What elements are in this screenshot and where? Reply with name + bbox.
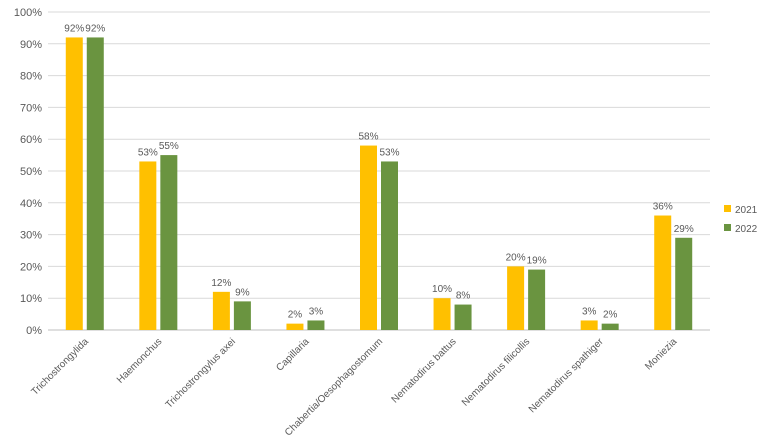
data-label: 29% [674,224,694,235]
x-axis-ticks: Trichostrongylida Haemonchus Trichostrongy… [30,336,680,439]
bar-2022-4 [307,320,325,330]
y-tick-label: 10% [20,293,42,305]
data-label: 2% [288,310,303,321]
legend: 2021 2022 [724,205,758,235]
x-tick-label: Moniezia [643,336,679,372]
data-label: 55% [159,141,179,152]
y-tick-label: 70% [20,102,42,114]
bars [65,37,693,330]
bar-2022-1 [86,37,104,330]
data-label: 2% [603,310,618,321]
y-tick-label: 0% [26,325,42,337]
gridlines [48,11,710,331]
bar-2021-7 [507,266,525,330]
bar-2021-3 [212,291,230,330]
data-label: 12% [211,278,231,289]
y-tick-label: 50% [20,166,42,178]
y-axis-ticks: 0% 10% 20% 30% 40% 50% 60% 70% 80% 90% 100% [14,7,42,337]
data-label: 58% [358,132,378,143]
legend-swatch-2022 [724,224,731,231]
bar-2021-4 [286,323,304,330]
x-tick-label: Nematodirus spathiger [527,336,606,415]
data-label: 8% [456,291,471,302]
bar-2021-1 [65,37,83,330]
data-label: 3% [309,306,324,317]
bar-2021-5 [360,145,377,330]
y-tick-label: 90% [20,39,42,51]
y-tick-label: 100% [14,7,42,19]
legend-swatch-2021 [724,205,731,212]
bar-2022-8 [601,323,619,330]
bar-2021-6 [433,298,451,330]
y-tick-label: 40% [20,198,42,210]
data-labels: 92% 92%53%55%12%9%2% 3%58%53%10%8%20% 19%3%… [64,23,694,320]
data-label: 9% [235,287,250,298]
legend-label-2021: 2021 [735,205,758,216]
data-label: 10% [432,284,452,295]
x-tick-label: Trichostrongylida [30,336,92,398]
x-tick-label: Haemonchus [115,336,164,385]
y-tick-label: 60% [20,134,42,146]
x-tick-label: Nematodirus battus [390,336,459,405]
bar-2022-5 [381,161,398,330]
data-label: 3% [582,306,597,317]
bar-2022-2 [160,155,178,330]
data-label: 92% [64,23,84,34]
bar-2021-9 [654,215,672,330]
y-tick-label: 80% [20,71,42,83]
x-tick-label: Capillaria [274,336,312,374]
bar-2022-9 [675,237,693,330]
data-label: 53% [138,147,158,158]
data-label: 20% [506,252,526,263]
bar-2021-8 [580,320,598,330]
bar-2022-6 [454,304,472,330]
data-label: 19% [527,256,547,267]
y-tick-label: 30% [20,230,42,242]
data-label: 92% [85,23,105,34]
data-label: 36% [653,202,673,213]
data-label: 53% [379,147,399,158]
x-tick-label: Nematodirus filicollis [460,336,532,408]
bar-2021-2 [139,161,157,330]
x-tick-label: Trichostrongylus axei [164,336,238,410]
legend-label-2022: 2022 [735,224,758,235]
bar-2022-7 [528,269,546,330]
y-tick-label: 20% [20,261,42,273]
bar-2022-3 [233,301,251,330]
